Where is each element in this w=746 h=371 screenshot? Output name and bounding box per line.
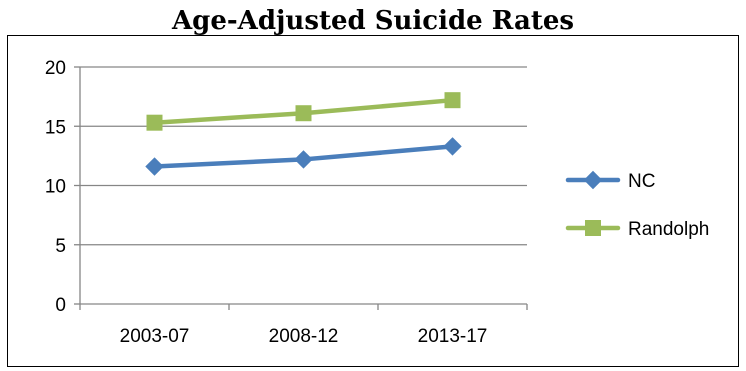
y-tick-label: 15	[45, 117, 66, 138]
x-tick-labels: 2003-07 2008-12 2013-17	[120, 326, 488, 347]
data-point-randolph	[295, 105, 312, 122]
data-point-randolph	[146, 114, 163, 131]
legend-label-randolph: Randolph	[628, 219, 709, 240]
y-tick-label: 0	[55, 295, 66, 316]
data-point-nc	[145, 157, 164, 176]
x-tick-label: 2003-07	[120, 326, 190, 347]
x-tick-label: 2013-17	[418, 326, 488, 347]
y-tick-labels: 0 5 10 15 20	[45, 58, 66, 316]
data-point-randolph	[444, 92, 461, 109]
chart-title: Age-Adjusted Suicide Rates	[171, 6, 575, 36]
y-tick-label: 5	[55, 236, 66, 257]
legend-marker-randolph	[585, 220, 601, 236]
chart-frame	[7, 35, 739, 367]
y-tick-label: 10	[45, 177, 66, 198]
data-point-nc	[294, 150, 313, 169]
legend: NC Randolph	[565, 170, 709, 240]
x-tick-label: 2008-12	[269, 326, 339, 347]
axes	[74, 66, 528, 310]
y-tick-label: 20	[45, 58, 66, 79]
legend-label-nc: NC	[628, 171, 655, 192]
data-point-nc	[443, 137, 462, 156]
legend-marker-nc	[583, 170, 603, 190]
series	[145, 92, 462, 176]
